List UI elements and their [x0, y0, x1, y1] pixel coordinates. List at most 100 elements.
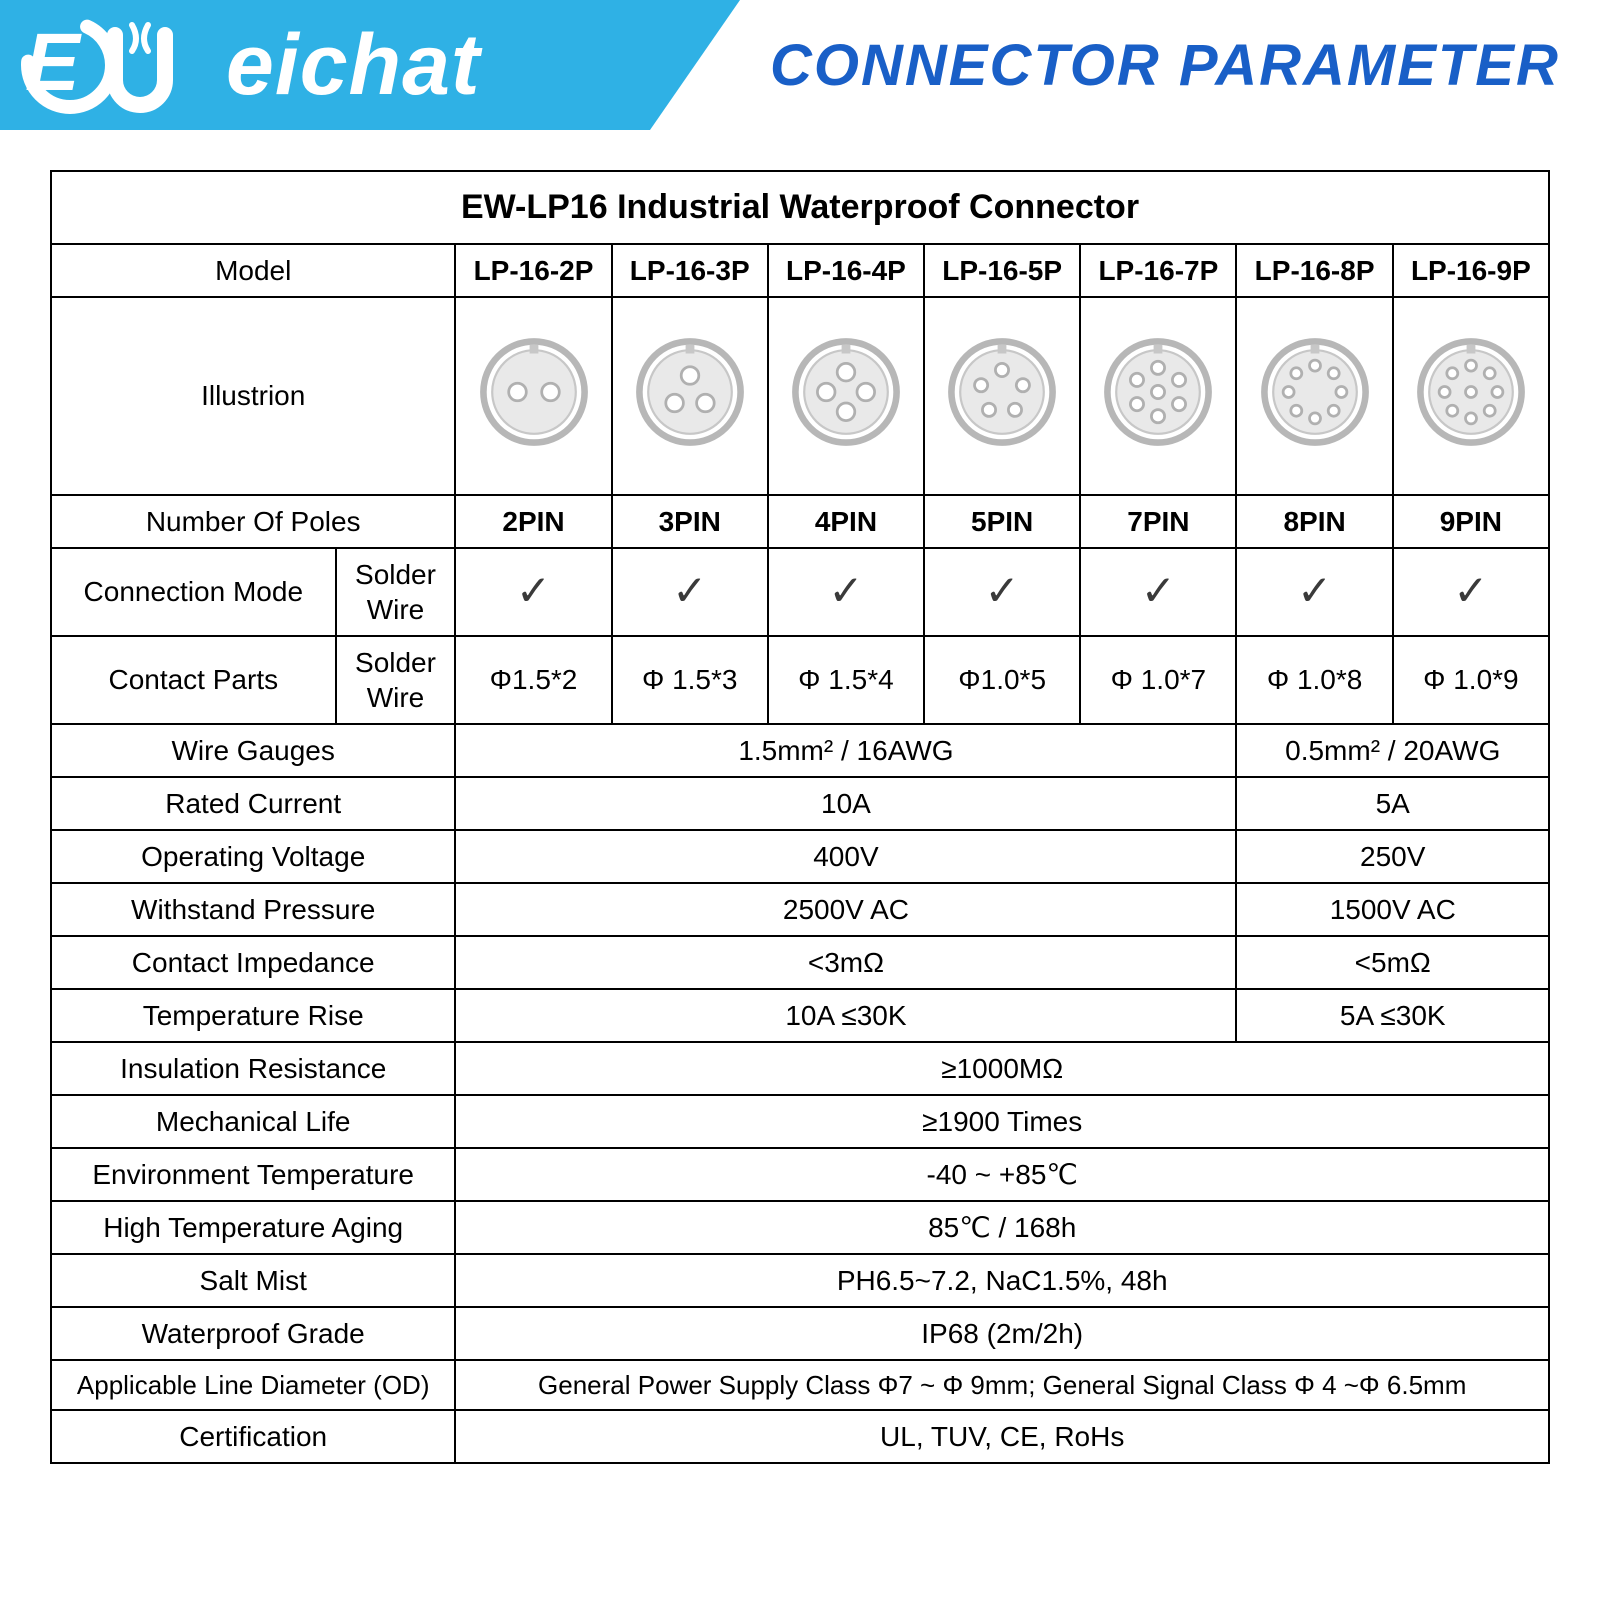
- brand-name: eichat: [226, 16, 481, 115]
- withstand-label: Withstand Pressure: [51, 883, 455, 936]
- svg-text:E: E: [25, 17, 82, 108]
- withstand-pressure-row: Withstand Pressure 2500V AC 1500V AC: [51, 883, 1549, 936]
- brand-logo-icon: E: [20, 15, 220, 115]
- contact-parts-4: Φ 1.0*7: [1080, 636, 1236, 724]
- wire-gauges-a: 1.5mm² / 16AWG: [455, 724, 1236, 777]
- op-voltage-a: 400V: [455, 830, 1236, 883]
- illus-cell-6: [1393, 297, 1549, 495]
- insulation-label: Insulation Resistance: [51, 1042, 455, 1095]
- insulation-resistance-row: Insulation Resistance ≥1000MΩ: [51, 1042, 1549, 1095]
- poles-5: 8PIN: [1236, 495, 1392, 548]
- contact-parts-0: Φ1.5*2: [455, 636, 611, 724]
- page-title: CONNECTOR PARAMETER: [770, 32, 1560, 99]
- insulation-v: ≥1000MΩ: [455, 1042, 1549, 1095]
- illus-cell-1: [612, 297, 768, 495]
- brand-text: E eichat: [20, 15, 481, 115]
- wire-gauges-label: Wire Gauges: [51, 724, 455, 777]
- conn-mode-sub: Solder Wire: [336, 548, 456, 636]
- model-3: LP-16-5P: [924, 244, 1080, 297]
- hta-label: High Temperature Aging: [51, 1201, 455, 1254]
- illus-cell-4: [1080, 297, 1236, 495]
- connection-mode-row: Connection Mode Solder Wire ✓ ✓ ✓ ✓ ✓ ✓ …: [51, 548, 1549, 636]
- connector-icon-3p: [635, 337, 745, 447]
- withstand-b: 1500V AC: [1236, 883, 1549, 936]
- connector-icon-2p: [479, 337, 589, 447]
- illus-cell-3: [924, 297, 1080, 495]
- operating-voltage-row: Operating Voltage 400V 250V: [51, 830, 1549, 883]
- env-temp-v: -40 ~ +85℃: [455, 1148, 1549, 1201]
- wire-gauges-row: Wire Gauges 1.5mm² / 16AWG 0.5mm² / 20AW…: [51, 724, 1549, 777]
- conn-mode-check-5: ✓: [1236, 548, 1392, 636]
- rated-current-a: 10A: [455, 777, 1236, 830]
- illustration-label: Illustrion: [51, 297, 455, 495]
- poles-1: 3PIN: [612, 495, 768, 548]
- withstand-a: 2500V AC: [455, 883, 1236, 936]
- cert-v: UL, TUV, CE, RoHs: [455, 1410, 1549, 1463]
- poles-label: Number Of Poles: [51, 495, 455, 548]
- salt-v: PH6.5~7.2, NaC1.5%, 48h: [455, 1254, 1549, 1307]
- op-voltage-b: 250V: [1236, 830, 1549, 883]
- temperature-rise-row: Temperature Rise 10A ≤30K 5A ≤30K: [51, 989, 1549, 1042]
- certification-row: Certification UL, TUV, CE, RoHs: [51, 1410, 1549, 1463]
- model-1: LP-16-3P: [612, 244, 768, 297]
- connector-icon-9p: [1416, 337, 1526, 447]
- poles-2: 4PIN: [768, 495, 924, 548]
- connector-icon-8p: [1260, 337, 1370, 447]
- model-0: LP-16-2P: [455, 244, 611, 297]
- wp-v: IP68 (2m/2h): [455, 1307, 1549, 1360]
- rated-current-label: Rated Current: [51, 777, 455, 830]
- table-title-row: EW-LP16 Industrial Waterproof Connector: [51, 171, 1549, 244]
- table-title: EW-LP16 Industrial Waterproof Connector: [51, 171, 1549, 244]
- page: E eichat CONNECTOR PARAMETER EW-LP16: [0, 0, 1600, 1600]
- hta-v: 85℃ / 168h: [455, 1201, 1549, 1254]
- od-label: Applicable Line Diameter (OD): [51, 1360, 455, 1411]
- impedance-label: Contact Impedance: [51, 936, 455, 989]
- environment-temperature-row: Environment Temperature -40 ~ +85℃: [51, 1148, 1549, 1201]
- contact-parts-sub: Solder Wire: [336, 636, 456, 724]
- contact-parts-5: Φ 1.0*8: [1236, 636, 1392, 724]
- contact-parts-6: Φ 1.0*9: [1393, 636, 1549, 724]
- mech-life-label: Mechanical Life: [51, 1095, 455, 1148]
- conn-mode-check-6: ✓: [1393, 548, 1549, 636]
- model-5: LP-16-8P: [1236, 244, 1392, 297]
- poles-6: 9PIN: [1393, 495, 1549, 548]
- temp-rise-a: 10A ≤30K: [455, 989, 1236, 1042]
- mechanical-life-row: Mechanical Life ≥1900 Times: [51, 1095, 1549, 1148]
- waterproof-grade-row: Waterproof Grade IP68 (2m/2h): [51, 1307, 1549, 1360]
- line-diameter-row: Applicable Line Diameter (OD) General Po…: [51, 1360, 1549, 1411]
- temp-rise-b: 5A ≤30K: [1236, 989, 1549, 1042]
- model-2: LP-16-4P: [768, 244, 924, 297]
- impedance-a: <3mΩ: [455, 936, 1236, 989]
- contact-parts-label: Contact Parts: [51, 636, 336, 724]
- model-row: Model LP-16-2P LP-16-3P LP-16-4P LP-16-5…: [51, 244, 1549, 297]
- connector-icon-5p: [947, 337, 1057, 447]
- salt-label: Salt Mist: [51, 1254, 455, 1307]
- poles-row: Number Of Poles 2PIN 3PIN 4PIN 5PIN 7PIN…: [51, 495, 1549, 548]
- conn-mode-check-2: ✓: [768, 548, 924, 636]
- wp-label: Waterproof Grade: [51, 1307, 455, 1360]
- salt-mist-row: Salt Mist PH6.5~7.2, NaC1.5%, 48h: [51, 1254, 1549, 1307]
- model-4: LP-16-7P: [1080, 244, 1236, 297]
- header: E eichat CONNECTOR PARAMETER: [0, 0, 1600, 130]
- parameter-table-wrap: EW-LP16 Industrial Waterproof Connector …: [50, 170, 1550, 1464]
- model-6: LP-16-9P: [1393, 244, 1549, 297]
- env-temp-label: Environment Temperature: [51, 1148, 455, 1201]
- poles-4: 7PIN: [1080, 495, 1236, 548]
- conn-mode-check-3: ✓: [924, 548, 1080, 636]
- op-voltage-label: Operating Voltage: [51, 830, 455, 883]
- contact-parts-3: Φ1.0*5: [924, 636, 1080, 724]
- impedance-b: <5mΩ: [1236, 936, 1549, 989]
- illus-cell-2: [768, 297, 924, 495]
- poles-0: 2PIN: [455, 495, 611, 548]
- high-temp-aging-row: High Temperature Aging 85℃ / 168h: [51, 1201, 1549, 1254]
- contact-parts-2: Φ 1.5*4: [768, 636, 924, 724]
- illus-cell-0: [455, 297, 611, 495]
- illus-cell-5: [1236, 297, 1392, 495]
- cert-label: Certification: [51, 1410, 455, 1463]
- model-label: Model: [51, 244, 455, 297]
- contact-parts-row: Contact Parts Solder Wire Φ1.5*2 Φ 1.5*3…: [51, 636, 1549, 724]
- poles-3: 5PIN: [924, 495, 1080, 548]
- connector-icon-7p: [1103, 337, 1213, 447]
- conn-mode-check-1: ✓: [612, 548, 768, 636]
- conn-mode-check-0: ✓: [455, 548, 611, 636]
